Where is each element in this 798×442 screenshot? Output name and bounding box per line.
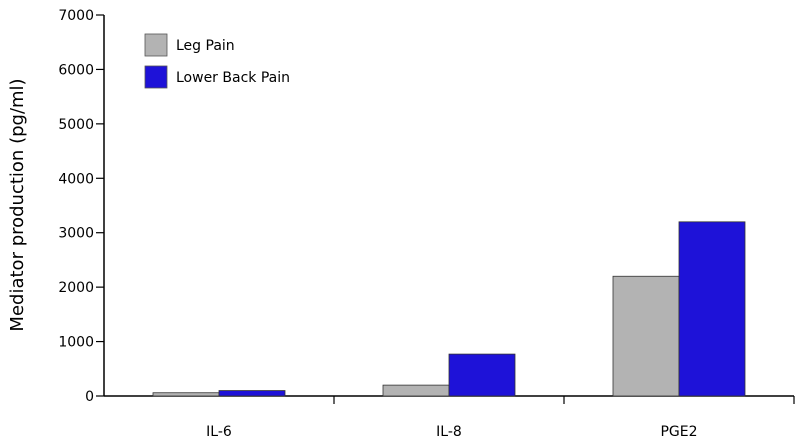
legend-label: Lower Back Pain xyxy=(176,70,290,86)
y-tick-label: 3000 xyxy=(58,226,94,242)
y-tick-label: 6000 xyxy=(58,62,94,78)
x-tick-label: IL-6 xyxy=(206,424,232,440)
bar-lower-back-pain-il-8 xyxy=(448,353,516,397)
legend-swatch xyxy=(144,65,168,89)
y-tick-label: 5000 xyxy=(58,117,94,133)
bar-leg-pain-il-8 xyxy=(382,384,450,397)
bar-lower-back-pain-pge2 xyxy=(678,221,746,397)
y-axis-label: Mediator production (pg/ml) xyxy=(7,78,28,331)
legend: Leg Pain Lower Back Pain xyxy=(144,33,290,89)
x-tick-label: PGE2 xyxy=(660,424,697,440)
y-tick-label: 7000 xyxy=(58,8,94,24)
x-tick-label: IL-8 xyxy=(436,424,462,440)
y-ticks: 0 1000 2000 3000 4000 5000 6000 7000 xyxy=(58,8,104,405)
y-tick-label: 1000 xyxy=(58,335,94,351)
bar-leg-pain-il-6 xyxy=(152,392,220,397)
legend-swatch xyxy=(144,33,168,57)
y-tick-label: 0 xyxy=(85,389,94,405)
bar-leg-pain-pge2 xyxy=(612,275,680,397)
bar-lower-back-pain-il-6 xyxy=(218,390,286,397)
y-tick-label: 4000 xyxy=(58,171,94,187)
y-tick-label: 2000 xyxy=(58,280,94,296)
legend-label: Leg Pain xyxy=(176,38,235,54)
bars xyxy=(152,221,746,397)
x-ticks: IL-6 IL-8 PGE2 xyxy=(206,396,795,440)
